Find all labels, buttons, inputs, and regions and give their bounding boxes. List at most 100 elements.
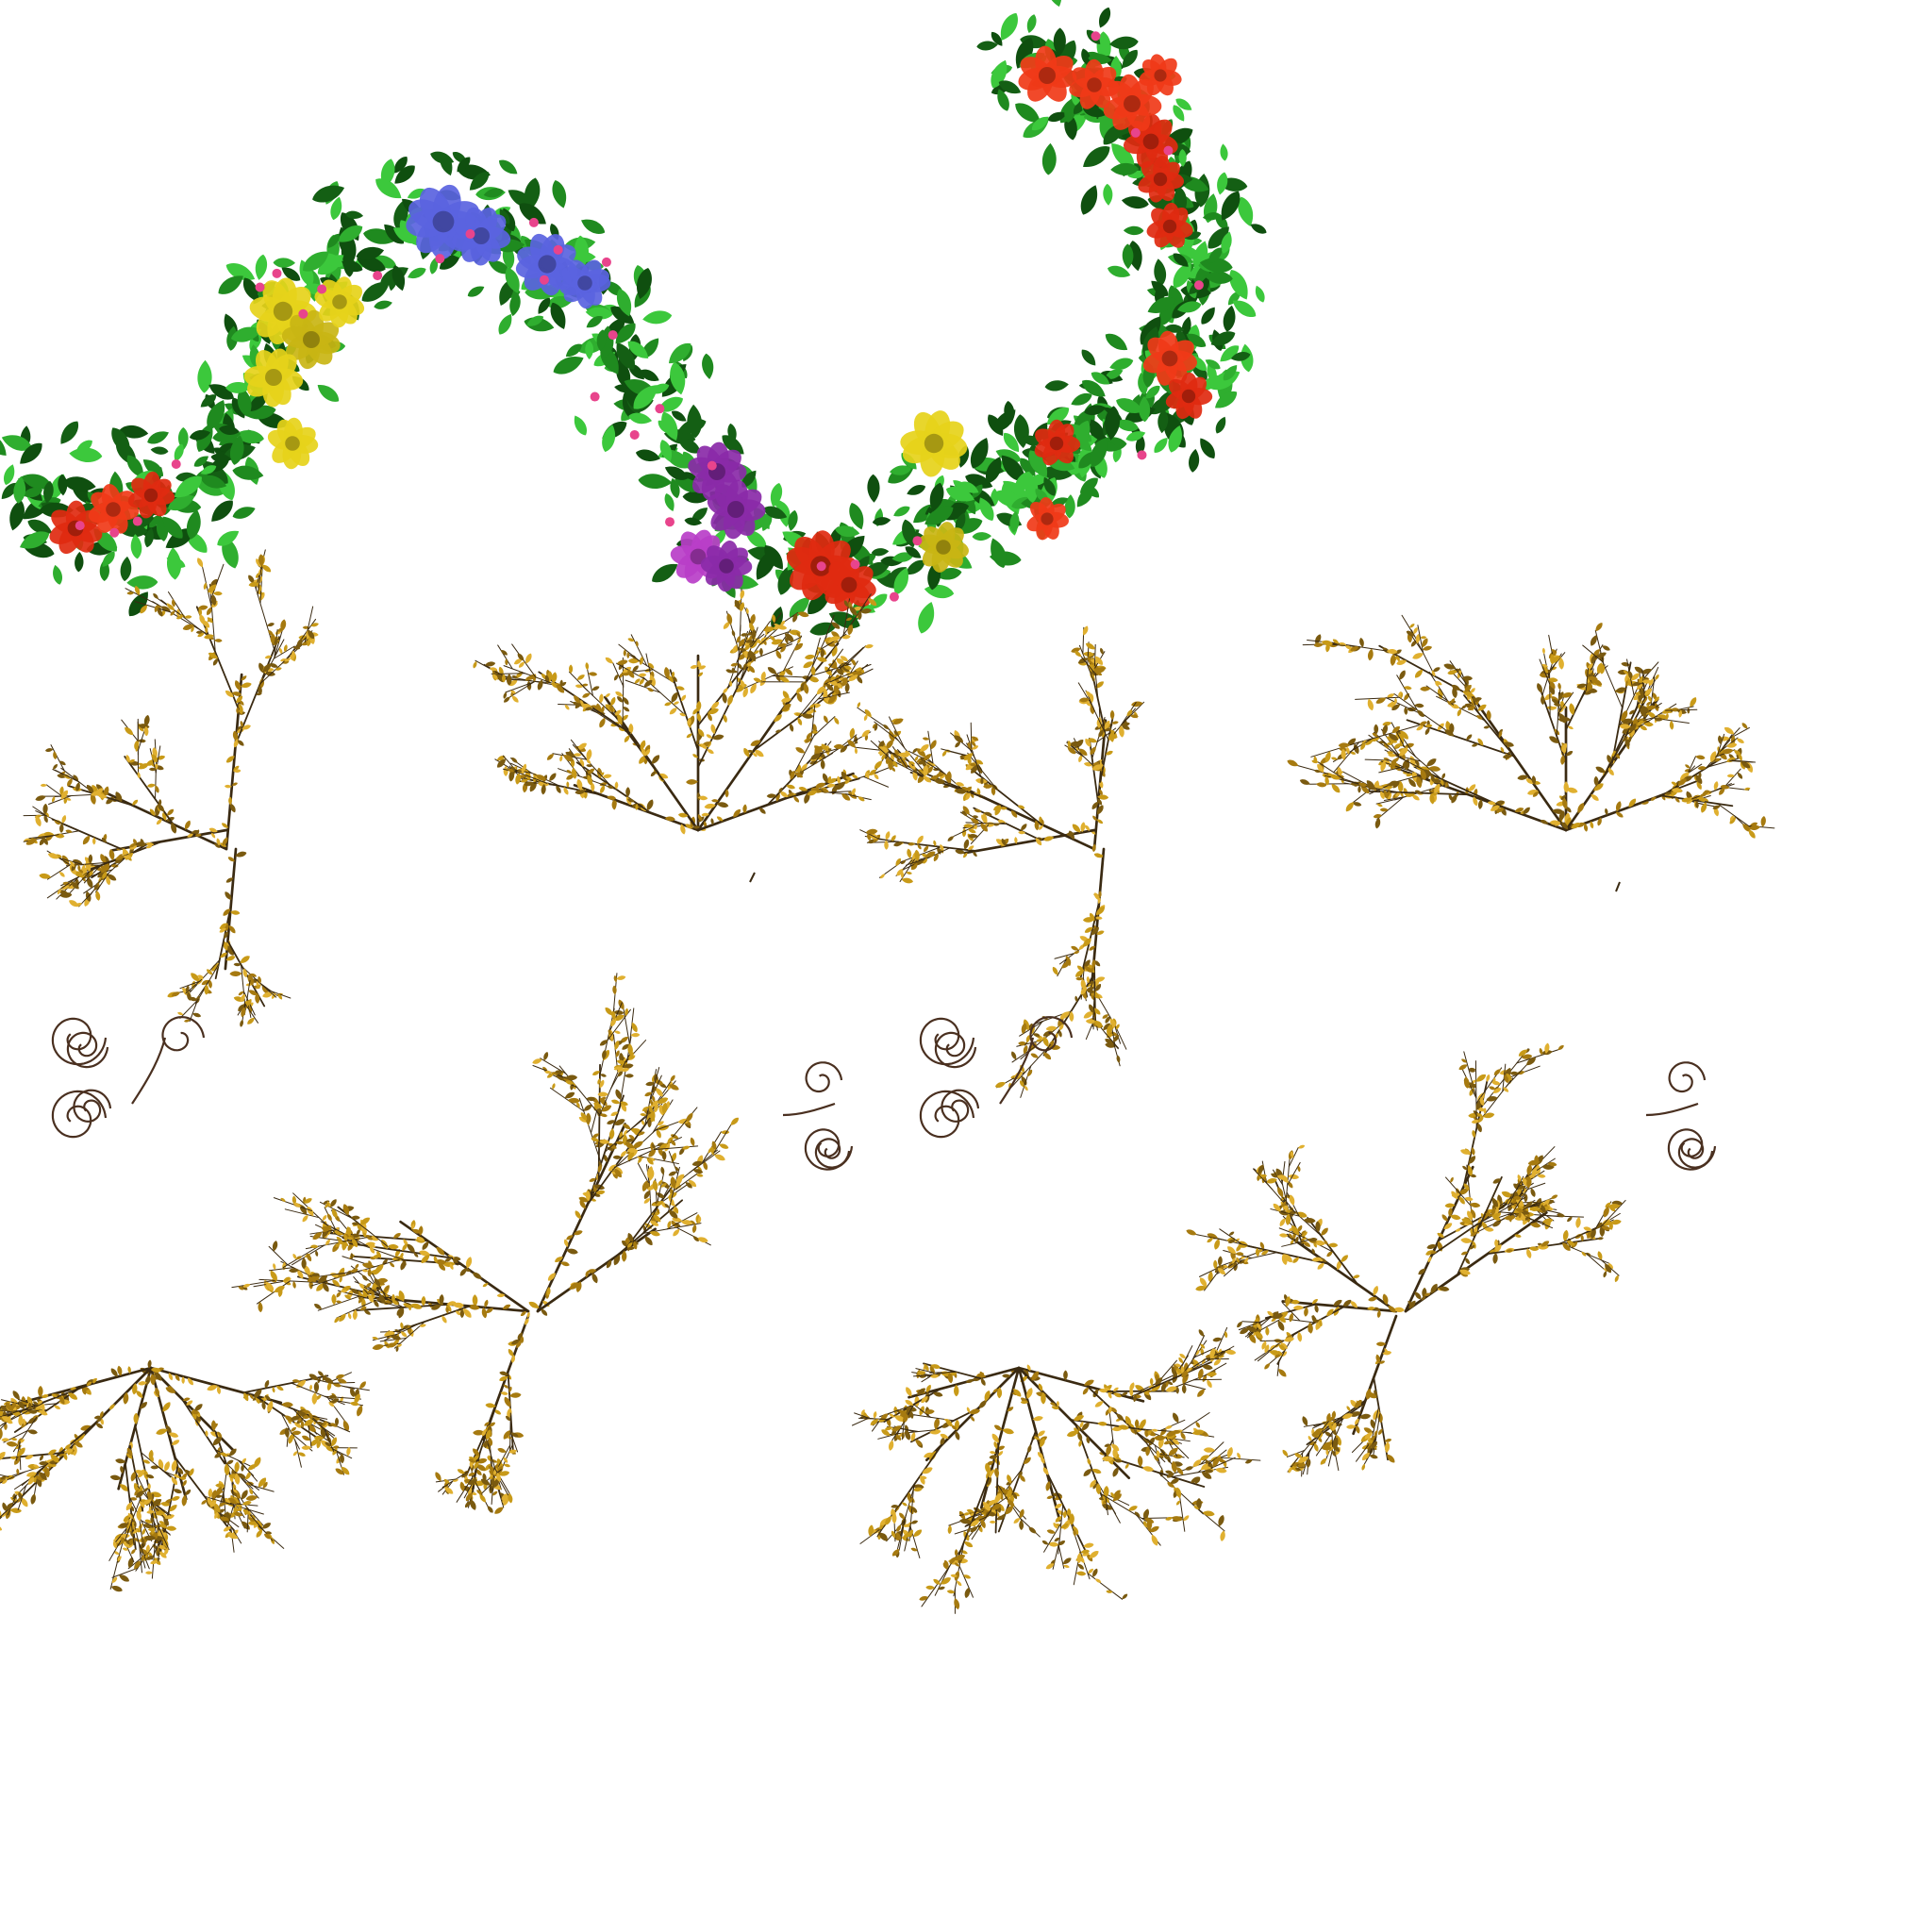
garland-leaf [638, 474, 673, 489]
garland-flower [314, 276, 365, 328]
sprig-leaf [97, 793, 108, 799]
garland-leaf [467, 286, 485, 297]
garland-leaf [616, 289, 632, 317]
garland-bud [912, 536, 923, 546]
garland-leaf [1217, 172, 1228, 195]
garland-leaf [574, 415, 588, 436]
garland-leaf [581, 219, 606, 234]
garland-bud [1163, 145, 1174, 156]
garland-leaf [1110, 162, 1140, 175]
garland-flower [281, 309, 341, 370]
garland-leaf [1076, 487, 1093, 508]
garland-leaf [144, 527, 154, 548]
sprig-leaf [238, 703, 243, 715]
garland-leaf [1, 435, 32, 451]
garland-bud [373, 271, 383, 281]
garland-leaf [976, 41, 998, 51]
garland-leaf [905, 546, 922, 558]
garland-flower [243, 348, 304, 408]
garland-leaf [162, 516, 183, 539]
garland-flower [452, 207, 511, 266]
garland-leaf [959, 481, 979, 493]
garland-leaf [1041, 142, 1057, 175]
garland-bud [665, 517, 675, 527]
garland-leaf [691, 508, 708, 522]
garland-leaf [174, 475, 202, 498]
garland-leaf [929, 482, 944, 512]
garland-leaf [1003, 432, 1019, 453]
garland-leaf [995, 449, 1022, 463]
garland-flower [1146, 202, 1193, 248]
garland-leaf [330, 196, 342, 221]
sprig-leaf [53, 764, 58, 770]
sprig-leaf [270, 633, 275, 644]
garland-leaf [627, 341, 649, 358]
garland-leaf [602, 425, 616, 453]
garland-leaf [633, 385, 658, 409]
garland-leaf [356, 246, 385, 260]
garland-leaf [210, 453, 232, 463]
garland-leaf [1116, 398, 1143, 413]
flower-garland [0, 0, 1267, 636]
sprig-leaf [158, 799, 162, 807]
sprig-leaf [234, 680, 242, 691]
garland-leaf [891, 552, 914, 562]
sprig-leaf [233, 738, 239, 748]
garland-leaf [1046, 407, 1070, 425]
garland-leaf [197, 359, 212, 393]
garland-leaf [1081, 349, 1096, 366]
sprig-leaf [60, 790, 68, 800]
garland-leaf [231, 397, 245, 419]
sprig-leaf [284, 658, 291, 662]
garland-leaf [281, 267, 301, 281]
garland-bud [655, 404, 665, 414]
garland-leaf [1121, 196, 1149, 209]
garland-leaf [255, 254, 268, 280]
garland-flower [707, 479, 766, 540]
garland-leaf [1173, 253, 1189, 267]
garland-leaf [147, 431, 169, 444]
garland-leaf [1122, 243, 1134, 270]
garland-leaf [955, 512, 966, 532]
sprig-leaf [73, 774, 79, 782]
garland-leaf [469, 172, 490, 191]
sprig-leaf [275, 667, 282, 671]
garland-leaf [207, 399, 225, 430]
garland-leaf [1090, 438, 1108, 468]
garland-leaf [317, 385, 340, 402]
garland-bud [553, 244, 563, 255]
garland-leaf [440, 152, 453, 176]
garland-leaf [1125, 431, 1146, 441]
garland-leaf [111, 427, 130, 455]
sprig-leaf [155, 785, 159, 793]
garland-leaf [1151, 280, 1169, 296]
garland-leaf [550, 302, 566, 329]
garland-leaf [102, 551, 115, 567]
garland-leaf [1091, 372, 1110, 385]
garland-flower [1165, 372, 1213, 420]
garland-leaf [652, 563, 678, 583]
garland-bud [816, 561, 826, 572]
garland-leaf [789, 597, 810, 618]
garland-leaf [1001, 455, 1025, 482]
garland-leaf [658, 420, 673, 435]
garland-leaf [764, 545, 783, 570]
garland-bud [1137, 450, 1147, 460]
garland-leaf [393, 157, 408, 174]
garland-leaf [75, 551, 84, 573]
garland-leaf [343, 253, 355, 277]
garland-leaf [225, 263, 256, 280]
sprig-leaf [242, 724, 251, 730]
garland-leaf [616, 341, 635, 370]
garland-leaf [1105, 333, 1128, 351]
garland-leaf [1020, 458, 1036, 476]
garland-leaf [1015, 103, 1041, 123]
garland-leaf [483, 188, 504, 198]
garland-leaf [610, 306, 635, 324]
garland-leaf [1031, 116, 1049, 131]
garland-leaf [150, 446, 169, 455]
garland-bud [435, 254, 445, 264]
garland-leaf [3, 464, 15, 486]
garland-leaf [722, 435, 744, 455]
garland-leaf [1080, 185, 1098, 215]
